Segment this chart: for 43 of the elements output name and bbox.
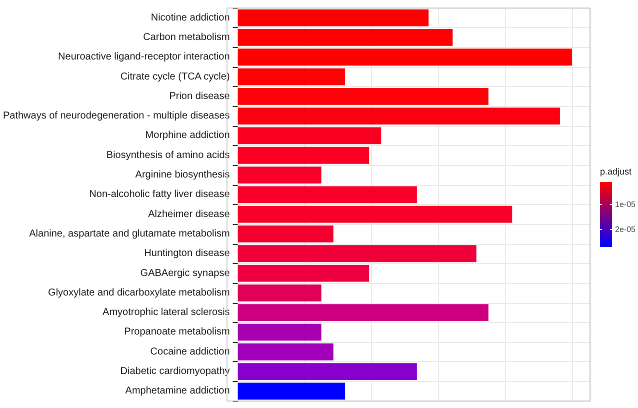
bar: [238, 382, 346, 400]
bar: [238, 166, 322, 184]
y-tick-label: Propanoate metabolism: [124, 326, 230, 338]
bar: [238, 186, 417, 204]
bar: [238, 343, 334, 360]
y-tick-label: Arginine biosynthesis: [135, 170, 230, 181]
bar: [238, 29, 453, 46]
y-tick-label: Biosynthesis of amino acids: [106, 150, 230, 161]
y-tick-label: Morphine addiction: [145, 130, 230, 142]
bar: [238, 127, 382, 144]
y-tick-label: Glyoxylate and dicarboxylate metabolism: [48, 287, 230, 298]
y-tick-label: GABAergic synapse: [140, 268, 230, 279]
y-tick-label: Pathways of neurodegeneration - multiple diseases: [2, 110, 230, 122]
bar: [238, 206, 512, 223]
bar: [238, 108, 560, 125]
bar: [238, 284, 322, 302]
y-tick-label: Amyotrophic lateral sclerosis: [102, 307, 230, 318]
bar: [238, 9, 429, 26]
y-tick-label: Cocaine addiction: [150, 346, 230, 358]
y-tick-label: Diabetic cardiomyopathy: [120, 366, 230, 378]
bar: [238, 68, 346, 86]
bar: [238, 146, 370, 164]
y-tick-label: Huntington disease: [144, 248, 230, 260]
bar: [238, 48, 572, 66]
y-tick-label: Non-alcoholic fatty liver disease: [89, 189, 230, 200]
color-bar-label: 1e-05: [615, 200, 636, 209]
color-bar-label: 2e-05: [615, 225, 636, 234]
bar: [238, 304, 488, 322]
y-tick-label: Citrate cycle (TCA cycle): [120, 71, 230, 82]
y-tick-label: Nicotine addiction: [150, 12, 230, 24]
y-tick-label: Alanine, aspartate and glutamate metabolism: [29, 228, 230, 240]
y-tick-label: Prion disease: [169, 90, 230, 102]
bar: [238, 324, 322, 341]
y-tick-label: Neuroactive ligand-receptor interaction: [58, 52, 230, 63]
bar: [238, 363, 417, 380]
bar: [238, 226, 334, 242]
bar: [238, 88, 488, 105]
y-tick-label: Alzheimer disease: [148, 208, 230, 220]
bar: [238, 264, 370, 282]
y-tick-label: Carbon metabolism: [143, 32, 230, 43]
color-bar-title: p.adjust: [600, 166, 632, 176]
y-tick-label: Amphetamine addiction: [125, 386, 230, 397]
bar: [238, 245, 476, 262]
